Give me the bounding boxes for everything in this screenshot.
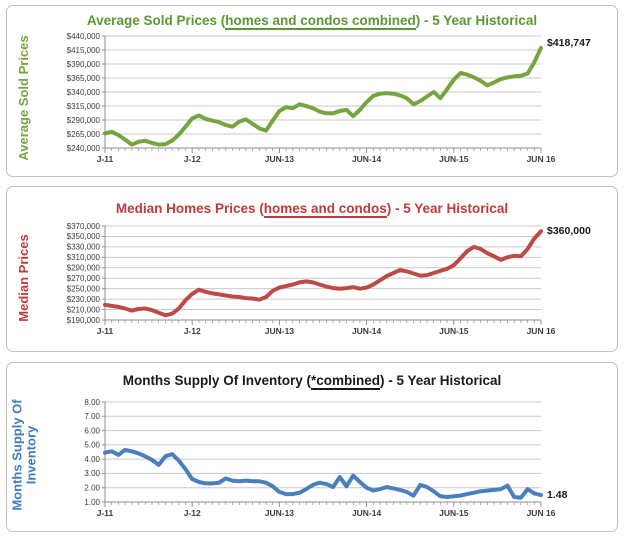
y-axis-title: Median Prices	[16, 234, 32, 322]
svg-text:$265,000: $265,000	[67, 130, 101, 139]
median-prices-line-chart: $370,000$350,000 $330,000$310,000 $290,000…	[67, 222, 591, 336]
svg-text:$230,000: $230,000	[67, 295, 101, 304]
svg-text:JUN 16: JUN 16	[527, 508, 556, 518]
svg-text:JUN-15: JUN-15	[439, 326, 469, 336]
chart-title-suffix: ) - 5 Year Historical	[415, 13, 538, 28]
chart-title: Average Sold Prices (homes and condos co…	[7, 12, 617, 30]
svg-text:J-11: J-11	[97, 154, 114, 164]
svg-text:JUN-15: JUN-15	[439, 508, 469, 518]
y-axis-title: Months Supply Of Inventory	[9, 399, 38, 511]
svg-text:J-11: J-11	[97, 326, 114, 336]
chart-title-prefix: Median Homes Prices (	[115, 201, 264, 216]
svg-text:3.00: 3.00	[84, 469, 100, 478]
svg-text:$315,000: $315,000	[67, 102, 101, 111]
svg-text:$440,000: $440,000	[67, 32, 101, 41]
end-value-label: 1.48	[547, 489, 568, 501]
svg-text:4.00: 4.00	[84, 455, 100, 464]
svg-text:JUN-13: JUN-13	[265, 326, 295, 336]
chart-title-prefix: Average Sold Prices (	[86, 13, 226, 28]
chart-title-underlined: homes and condos	[263, 201, 387, 218]
svg-text:JUN-15: JUN-15	[439, 154, 469, 164]
chart-title-underlined: *combined	[310, 373, 380, 390]
svg-text:JUN-14: JUN-14	[352, 326, 382, 336]
svg-text:JUN-14: JUN-14	[352, 508, 382, 518]
svg-text:$415,000: $415,000	[67, 46, 101, 55]
chart-title: Months Supply Of Inventory (*combined) -…	[7, 372, 617, 390]
y-axis-title: Average Sold Prices	[16, 35, 32, 161]
months-supply-line-chart: 8.00 7.00 6.00 5.00 4.00 3.00 2.00 1.00J-11 J-12…	[84, 398, 568, 518]
chart-title-prefix: Months Supply Of Inventory (	[122, 373, 311, 388]
svg-text:2.00: 2.00	[84, 484, 100, 493]
svg-text:$370,000: $370,000	[67, 222, 101, 231]
svg-text:JUN 16: JUN 16	[527, 326, 556, 336]
svg-text:J-12: J-12	[184, 326, 201, 336]
chart-title: Median Homes Prices (homes and condos) -…	[7, 200, 617, 218]
svg-text:$340,000: $340,000	[67, 88, 101, 97]
svg-text:$190,000: $190,000	[67, 316, 101, 325]
chart-title-underlined: homes and condos combined	[225, 13, 416, 30]
svg-text:J-12: J-12	[184, 154, 201, 164]
months-supply-chart-panel: Months Supply Of Inventory (*combined) -…	[6, 362, 618, 532]
svg-text:1.00: 1.00	[84, 498, 100, 507]
average-sold-prices-line-chart: $440,000 $415,000 $390,000 $365,000 $340,000…	[67, 32, 591, 164]
svg-text:JUN-14: JUN-14	[352, 154, 382, 164]
svg-text:$270,000: $270,000	[67, 274, 101, 283]
svg-text:J-11: J-11	[97, 508, 114, 518]
svg-text:$250,000: $250,000	[67, 284, 101, 293]
svg-text:$390,000: $390,000	[67, 60, 101, 69]
svg-text:5.00: 5.00	[84, 441, 100, 450]
svg-text:$210,000: $210,000	[67, 305, 101, 314]
svg-text:$330,000: $330,000	[67, 243, 101, 252]
svg-text:JUN-13: JUN-13	[265, 508, 295, 518]
median-prices-chart-panel: Median Homes Prices (homes and condos) -…	[6, 186, 618, 352]
svg-text:$290,000: $290,000	[67, 116, 101, 125]
svg-text:$310,000: $310,000	[67, 253, 101, 262]
svg-text:6.00: 6.00	[84, 426, 100, 435]
svg-text:$350,000: $350,000	[67, 232, 101, 241]
svg-text:JUN 16: JUN 16	[527, 154, 556, 164]
svg-text:$240,000: $240,000	[67, 144, 101, 153]
svg-text:J-12: J-12	[184, 508, 201, 518]
svg-text:8.00: 8.00	[84, 398, 100, 407]
end-value-label: $360,000	[547, 225, 591, 237]
svg-text:$365,000: $365,000	[67, 74, 101, 83]
average-sold-prices-chart-panel: Average Sold Prices (homes and condos co…	[6, 5, 618, 177]
chart-title-suffix: ) - 5 Year Historical	[379, 373, 502, 388]
svg-text:JUN-13: JUN-13	[265, 154, 295, 164]
svg-text:7.00: 7.00	[84, 412, 100, 421]
chart-title-suffix: ) - 5 Year Historical	[386, 201, 509, 216]
end-value-label: $418,747	[547, 37, 591, 49]
svg-text:$290,000: $290,000	[67, 264, 101, 273]
